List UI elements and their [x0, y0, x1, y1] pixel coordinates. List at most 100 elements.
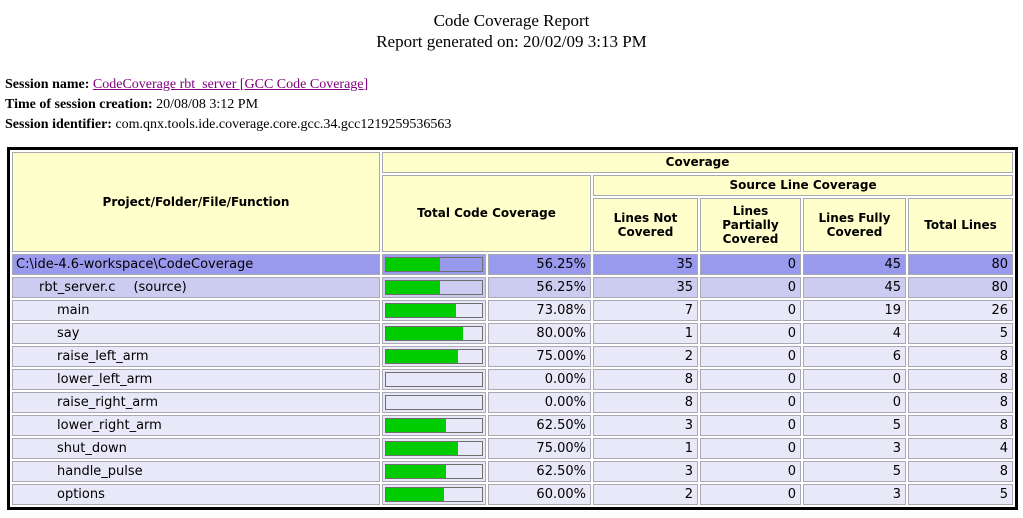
coverage-bar	[385, 440, 483, 456]
row-name-cell: say	[12, 322, 380, 344]
session-created-value: 20/08/08 3:12 PM	[156, 96, 259, 112]
coverage-bar	[385, 325, 483, 341]
session-identifier-line: Session identifier: com.qnx.tools.ide.co…	[5, 117, 1023, 133]
column-header-lines-fully-covered: Lines Fully Covered	[803, 197, 906, 252]
row-percent: 0.00%	[488, 368, 591, 390]
coverage-bar	[385, 348, 483, 364]
row-name-cell: lower_left_arm	[12, 368, 380, 390]
row-lines-partially-covered: 0	[700, 253, 801, 275]
row-total-lines: 80	[908, 276, 1014, 298]
row-name: raise_left_arm	[57, 348, 149, 364]
row-name-cell: options	[12, 483, 380, 505]
table-row: shut_down 75.00% 1 0 3 4	[12, 437, 1014, 459]
row-name: raise_right_arm	[57, 394, 158, 410]
table-row: handle_pulse 62.50% 3 0 5 8	[12, 460, 1014, 482]
coverage-bar	[385, 371, 483, 387]
coverage-bar-fill	[386, 326, 463, 340]
table-row: rbt_server.c (source) 56.25% 35 0 45 80	[12, 276, 1014, 298]
row-total-lines: 26	[908, 299, 1014, 321]
row-lines-not-covered: 35	[593, 276, 698, 298]
row-lines-fully-covered: 0	[803, 391, 906, 413]
row-total-lines: 8	[908, 368, 1014, 390]
coverage-bar-cell	[382, 391, 486, 413]
coverage-bar-fill	[386, 441, 458, 455]
coverage-bar-cell	[382, 345, 486, 367]
row-name-cell: raise_right_arm	[12, 391, 380, 413]
row-lines-not-covered: 8	[593, 368, 698, 390]
coverage-bar-cell	[382, 437, 486, 459]
column-header-total-code-coverage: Total Code Coverage	[382, 174, 591, 252]
row-lines-partially-covered: 0	[700, 483, 801, 505]
coverage-bar-cell	[382, 299, 486, 321]
row-percent: 56.25%	[488, 253, 591, 275]
coverage-bar-fill	[386, 349, 458, 363]
table-row: C:\ide-4.6-workspace\CodeCoverage 56.25%…	[12, 253, 1014, 275]
session-name-label: Session name:	[5, 76, 90, 92]
coverage-table: Project/Folder/File/Function Coverage To…	[7, 146, 1019, 510]
report-header: Code Coverage Report Report generated on…	[0, 0, 1023, 53]
row-lines-partially-covered: 0	[700, 391, 801, 413]
coverage-bar-cell	[382, 460, 486, 482]
row-lines-not-covered: 1	[593, 437, 698, 459]
row-percent: 62.50%	[488, 414, 591, 436]
table-row: options 60.00% 2 0 3 5	[12, 483, 1014, 505]
row-name: options	[57, 486, 105, 502]
column-header-coverage: Coverage	[382, 151, 1014, 173]
row-lines-fully-covered: 5	[803, 460, 906, 482]
page-title: Code Coverage Report	[433, 11, 590, 30]
coverage-bar-cell	[382, 322, 486, 344]
row-percent: 80.00%	[488, 322, 591, 344]
coverage-bar-cell	[382, 414, 486, 436]
row-total-lines: 8	[908, 414, 1014, 436]
coverage-bar-cell	[382, 253, 486, 275]
row-total-lines: 8	[908, 345, 1014, 367]
row-lines-not-covered: 7	[593, 299, 698, 321]
row-lines-fully-covered: 0	[803, 368, 906, 390]
row-percent: 56.25%	[488, 276, 591, 298]
column-header-lines-partially-covered: Lines Partially Covered	[700, 197, 801, 252]
table-row: say 80.00% 1 0 4 5	[12, 322, 1014, 344]
row-lines-partially-covered: 0	[700, 437, 801, 459]
row-name-cell: handle_pulse	[12, 460, 380, 482]
coverage-bar	[385, 463, 483, 479]
row-lines-fully-covered: 19	[803, 299, 906, 321]
row-percent: 73.08%	[488, 299, 591, 321]
row-name: shut_down	[57, 440, 127, 456]
coverage-bar	[385, 279, 483, 295]
page-subtitle: Report generated on: 20/02/09 3:13 PM	[376, 32, 647, 52]
row-lines-not-covered: 3	[593, 414, 698, 436]
row-total-lines: 8	[908, 460, 1014, 482]
row-name: rbt_server.c	[39, 279, 116, 295]
session-created-label: Time of session creation:	[5, 96, 153, 112]
row-lines-fully-covered: 45	[803, 253, 906, 275]
session-name-link[interactable]: CodeCoverage rbt_server [GCC Code Covera…	[92, 76, 369, 92]
row-lines-not-covered: 8	[593, 391, 698, 413]
row-percent: 0.00%	[488, 391, 591, 413]
row-lines-partially-covered: 0	[700, 299, 801, 321]
row-name: lower_right_arm	[57, 417, 162, 433]
row-lines-fully-covered: 6	[803, 345, 906, 367]
row-name: main	[57, 302, 90, 318]
coverage-bar-fill	[386, 257, 440, 271]
row-lines-not-covered: 2	[593, 483, 698, 505]
session-created-line: Time of session creation: 20/08/08 3:12 …	[5, 97, 1023, 113]
row-name-cell: main	[12, 299, 380, 321]
coverage-bar	[385, 256, 483, 272]
row-name-cell: shut_down	[12, 437, 380, 459]
row-lines-fully-covered: 4	[803, 322, 906, 344]
row-total-lines: 5	[908, 483, 1014, 505]
row-name: say	[57, 325, 80, 341]
session-identifier-label: Session identifier:	[5, 116, 112, 132]
session-info: Session name: CodeCoverage rbt_server [G…	[5, 77, 1023, 133]
row-total-lines: 80	[908, 253, 1014, 275]
row-lines-not-covered: 2	[593, 345, 698, 367]
column-header-lines-not-covered: Lines Not Covered	[593, 197, 698, 252]
coverage-bar-cell	[382, 368, 486, 390]
coverage-bar-cell	[382, 276, 486, 298]
row-lines-partially-covered: 0	[700, 414, 801, 436]
row-name-cell: C:\ide-4.6-workspace\CodeCoverage	[12, 253, 380, 275]
coverage-bar	[385, 486, 483, 502]
row-name-cell: lower_right_arm	[12, 414, 380, 436]
row-lines-not-covered: 1	[593, 322, 698, 344]
row-lines-partially-covered: 0	[700, 276, 801, 298]
